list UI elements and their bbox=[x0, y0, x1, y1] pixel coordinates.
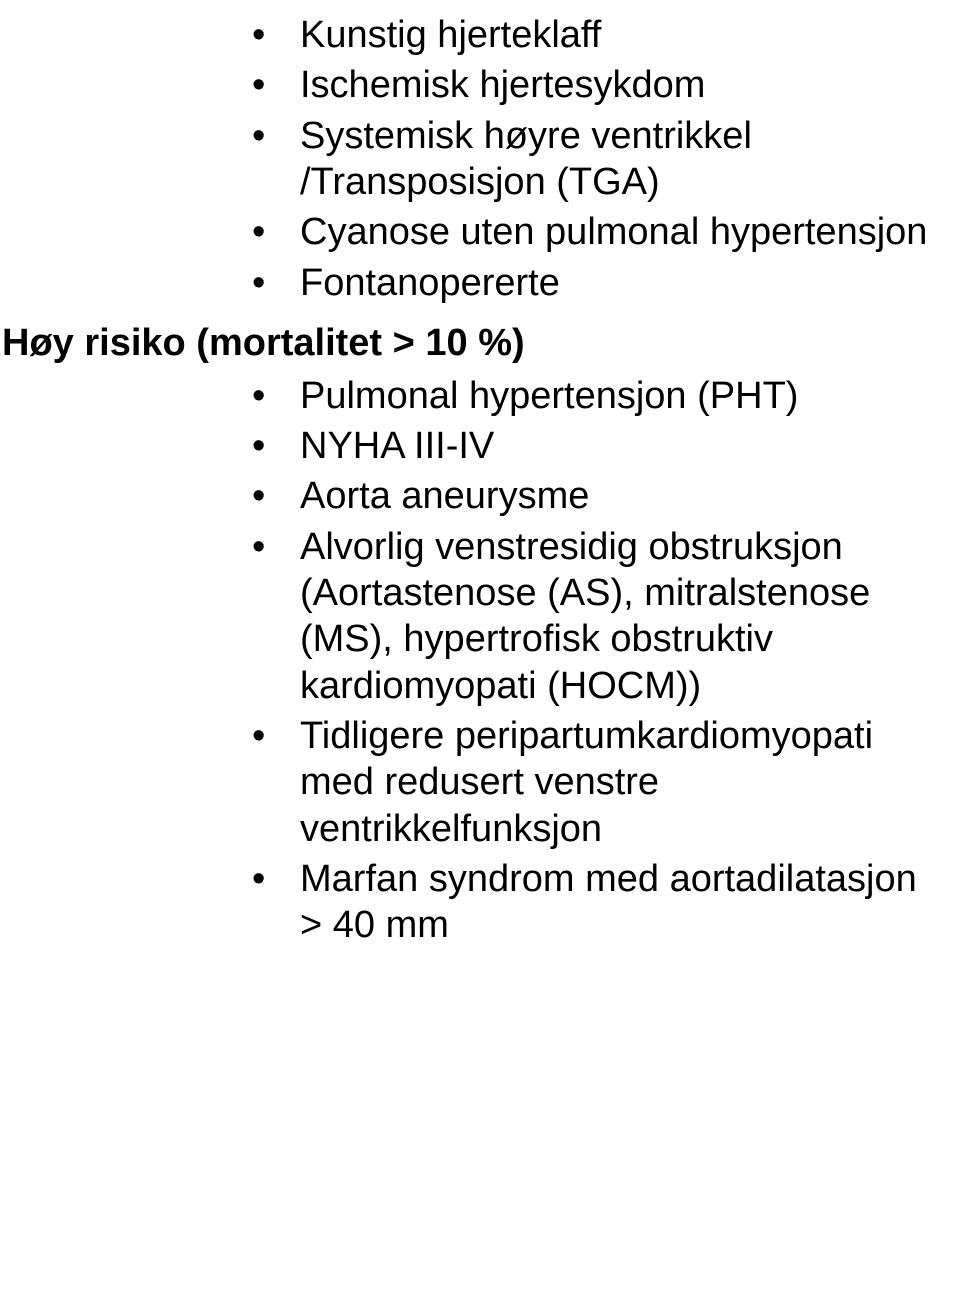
bullet-list-section-2: Pulmonal hypertensjon (PHT) NYHA III-IV … bbox=[0, 373, 960, 949]
list-item: Pulmonal hypertensjon (PHT) bbox=[0, 373, 960, 419]
list-item: Cyanose uten pulmonal hypertensjon bbox=[0, 209, 960, 255]
list-item: Systemisk høyre ventrikkel /Transposisjo… bbox=[0, 113, 960, 206]
list-item: Fontanopererte bbox=[0, 260, 960, 306]
list-item: Alvorlig venstresidig obstruksjon (Aorta… bbox=[0, 524, 960, 709]
list-item: Kunstig hjerteklaff bbox=[0, 12, 960, 58]
list-item: Aorta aneurysme bbox=[0, 473, 960, 519]
list-item: Ischemisk hjertesykdom bbox=[0, 62, 960, 108]
list-item: Marfan syndrom med aortadilatasjon > 40 … bbox=[0, 856, 960, 949]
section-heading-high-risk: Høy risiko (mortalitet > 10 %) bbox=[0, 320, 960, 366]
list-item: NYHA III-IV bbox=[0, 423, 960, 469]
bullet-list-section-1: Kunstig hjerteklaff Ischemisk hjertesykd… bbox=[0, 12, 960, 306]
list-item: Tidligere peripartumkardiomyopati med re… bbox=[0, 713, 960, 852]
